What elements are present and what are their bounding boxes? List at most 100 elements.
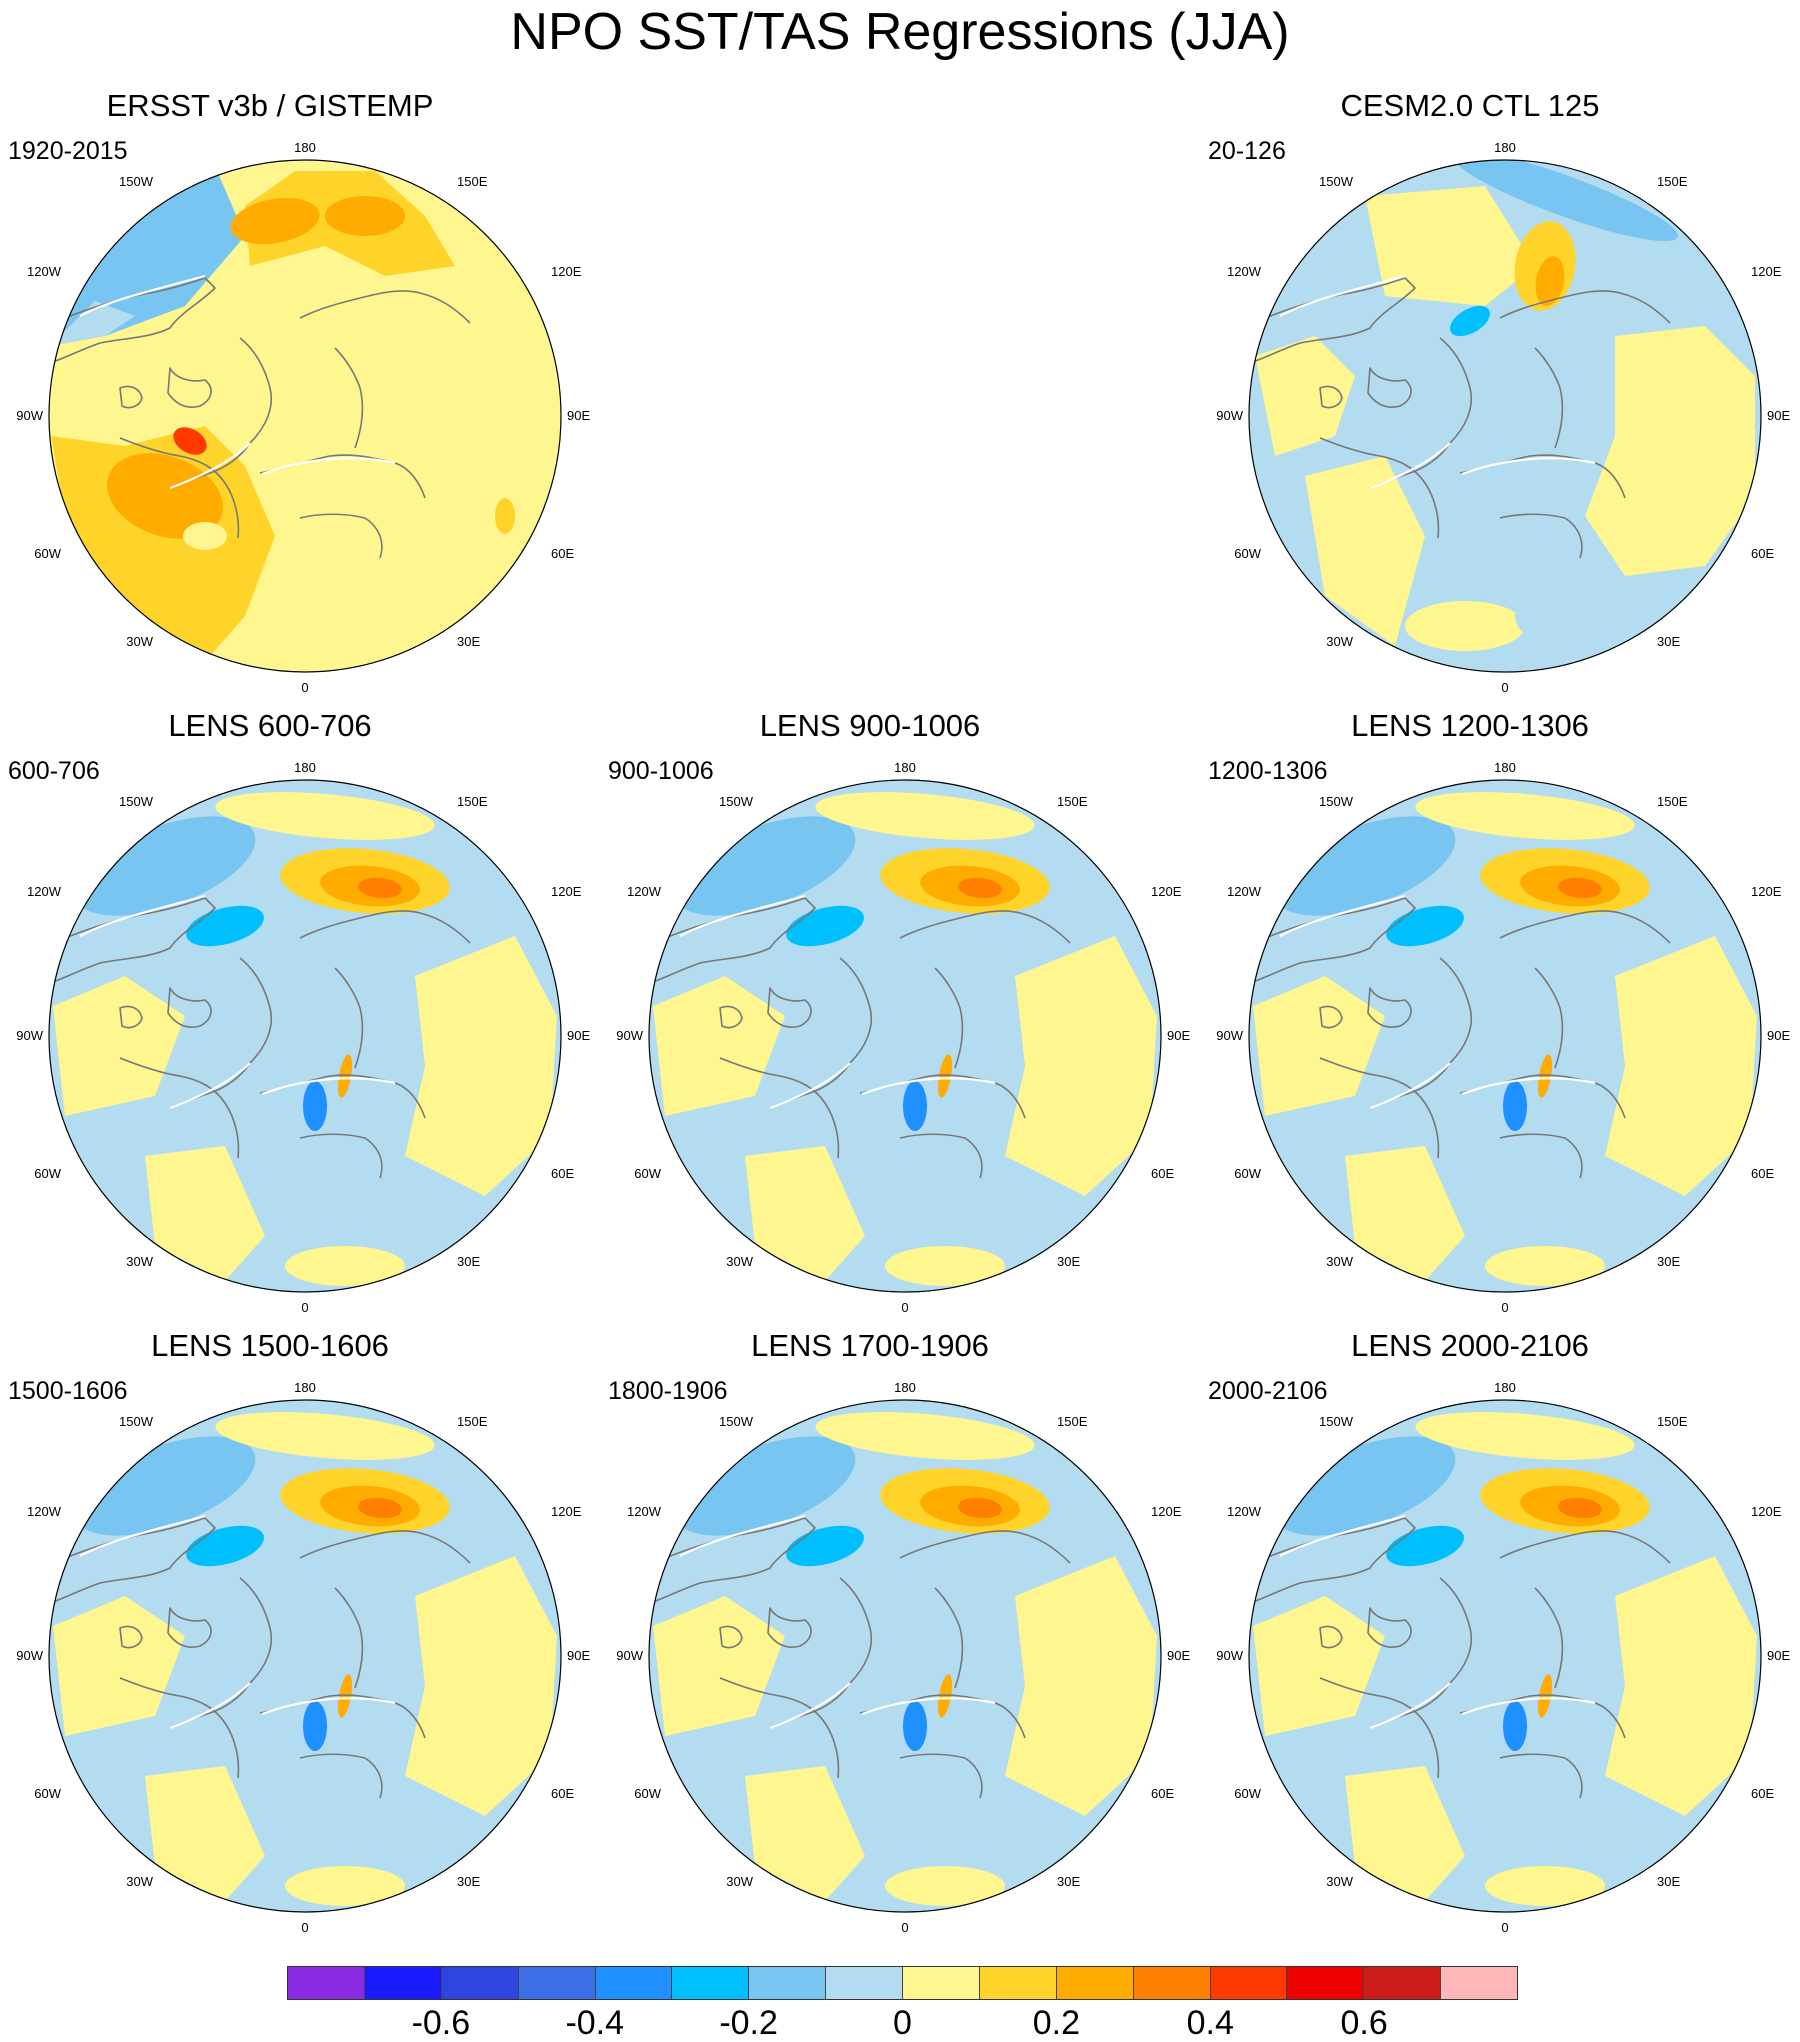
lon-label-lower_left: 30W <box>726 1874 753 1889</box>
positive-anomaly <box>815 1412 1035 1460</box>
coastline <box>899 1753 983 1799</box>
lon-label-lower_right: 30E <box>1057 1254 1080 1269</box>
lon-label-upper_right: 150E <box>1057 1414 1088 1429</box>
positive-anomaly <box>1558 1497 1602 1519</box>
map-boundary <box>48 159 562 673</box>
positive-anomaly <box>1415 792 1635 840</box>
lon-label-upper_right: 150E <box>457 1414 488 1429</box>
lon-label-left: 90W <box>616 1028 643 1043</box>
polar-map: 180 150W 150E 120W 120E 90W 90E 60W 60E 30W 30E 0 <box>1216 140 1790 695</box>
lon-label-left: 90W <box>16 1028 43 1043</box>
lon-label-upper_left: 150W <box>1319 1414 1354 1429</box>
lon-label-top: 180 <box>1494 140 1516 155</box>
coastline <box>299 910 471 944</box>
coastline <box>1367 987 1412 1028</box>
coastline <box>299 513 383 559</box>
colorbar-tick-label: -0.6 <box>411 2004 471 2042</box>
lon-label-lower_left: 30W <box>1326 1254 1353 1269</box>
coastline <box>119 437 240 539</box>
coastline <box>899 1530 1071 1564</box>
lon-label-bottom: 0 <box>1501 680 1508 695</box>
map-panel-0: ERSST v3b / GISTEMP 1920-2015 180 150W 150… <box>0 88 590 695</box>
panel-period: 2000-2106 <box>1208 1377 1328 1405</box>
positive-anomaly <box>145 1146 265 1281</box>
positive-anomaly <box>230 197 320 245</box>
negative-anomaly <box>1503 1701 1527 1751</box>
coastline <box>719 1057 840 1159</box>
coastline <box>167 987 212 1028</box>
lon-label-top: 180 <box>1494 1380 1516 1395</box>
lon-label-bottom: 0 <box>301 680 308 695</box>
coastline <box>1319 1625 1343 1649</box>
lon-label-top: 180 <box>894 760 916 775</box>
coast-highlight <box>79 1514 206 1557</box>
coastline <box>899 910 1071 944</box>
negative-anomaly <box>303 1701 327 1751</box>
lon-label-left_upper: 120W <box>27 1504 62 1519</box>
coastline <box>1319 1677 1440 1779</box>
negative-anomaly <box>903 1081 927 1131</box>
positive-anomaly <box>337 1054 353 1098</box>
colorbar-swatch <box>441 1967 519 1999</box>
negative-anomaly <box>74 816 256 916</box>
panel-title: ERSST v3b / GISTEMP <box>106 88 434 123</box>
coastline <box>299 1753 383 1799</box>
polar-map: 180 150W 150E 120W 120E 90W 90E 60W 60E 30W 30E 0 <box>16 760 590 1315</box>
lon-label-upper_left: 150W <box>719 1414 754 1429</box>
lon-label-left_lower: 60W <box>34 546 61 561</box>
lon-label-top: 180 <box>294 760 316 775</box>
coast-highlight <box>861 1077 996 1096</box>
lon-label-left_lower: 60W <box>1234 1786 1261 1801</box>
anomaly-field <box>49 160 561 672</box>
coast-highlight <box>1461 1697 1596 1716</box>
polar-map: 180 150W 150E 120W 120E 90W 90E 60W 60E 30W 30E 0 <box>616 1380 1190 1935</box>
positive-anomaly <box>1255 336 1355 456</box>
panel-period: 20-126 <box>1208 137 1286 165</box>
coastline <box>1367 1607 1412 1648</box>
lon-label-bottom: 0 <box>901 1920 908 1935</box>
negative-anomaly <box>903 1701 927 1751</box>
colorbar-tick-label: -0.2 <box>719 2004 778 2042</box>
lon-label-right_lower: 60E <box>1751 1166 1774 1181</box>
colorbar-tick-label: 0.6 <box>1340 2004 1388 2042</box>
polar-map: 180 150W 150E 120W 120E 90W 90E 60W 60E 30W 30E 0 <box>16 140 590 695</box>
lon-label-right: 90E <box>1767 408 1790 423</box>
lon-label-lower_left: 30W <box>126 1874 153 1889</box>
positive-anomaly <box>1585 326 1755 576</box>
colorbar-swatch <box>1056 1967 1134 1999</box>
colorbar-swatch <box>749 1967 827 1999</box>
lon-label-left: 90W <box>16 1648 43 1663</box>
coastline <box>1534 347 1564 449</box>
panel-title: CESM2.0 CTL 125 <box>1340 88 1600 123</box>
lon-label-right_upper: 120E <box>551 884 582 899</box>
lon-label-left_lower: 60W <box>1234 546 1261 561</box>
lon-label-left_upper: 120W <box>27 884 62 899</box>
map-panel-1: CESM2.0 CTL 125 20-126 180 150W 150E 120W 12… <box>1200 88 1790 695</box>
lon-label-upper_left: 150W <box>119 1414 154 1429</box>
colorbar-swatch <box>1364 1967 1442 1999</box>
colorbar-swatch <box>1133 1967 1211 1999</box>
colorbar-swatch <box>1210 1967 1288 1999</box>
positive-anomaly <box>1415 1412 1635 1460</box>
positive-anomaly <box>1345 1146 1465 1281</box>
lon-label-right_upper: 120E <box>551 1504 582 1519</box>
lon-label-lower_left: 30W <box>126 1254 153 1269</box>
colorbar-swatch <box>288 1967 365 1999</box>
polar-map: 180 150W 150E 120W 120E 90W 90E 60W 60E 30W 30E 0 <box>16 1380 590 1935</box>
lon-label-bottom: 0 <box>901 1300 908 1315</box>
map-boundary <box>1248 779 1762 1293</box>
map-panel-3: LENS 900-1006 900-1006 180 150W 150E 120W 12… <box>600 708 1190 1315</box>
positive-anomaly <box>215 1412 435 1460</box>
lon-label-right_upper: 120E <box>1151 884 1182 899</box>
lon-label-left_lower: 60W <box>34 1166 61 1181</box>
lon-label-left_upper: 120W <box>1227 884 1262 899</box>
positive-anomaly <box>358 877 402 899</box>
coastline <box>119 1005 143 1029</box>
lon-label-left: 90W <box>616 1648 643 1663</box>
lon-label-top: 180 <box>1494 760 1516 775</box>
panel-title: LENS 1200-1306 <box>1351 708 1589 743</box>
negative-anomaly <box>50 301 135 346</box>
positive-anomaly <box>937 1674 953 1718</box>
positive-anomaly <box>51 426 275 656</box>
coast-highlight <box>169 1062 251 1110</box>
